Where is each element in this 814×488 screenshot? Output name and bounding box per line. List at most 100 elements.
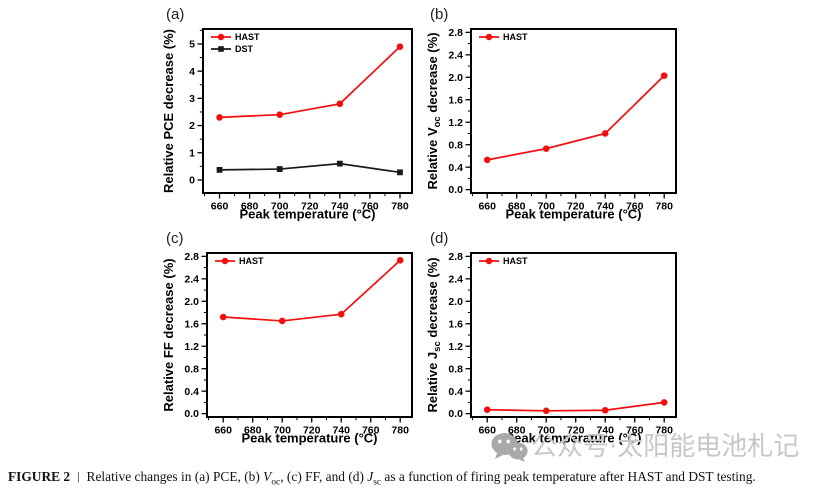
x-tick-label: 680 — [241, 201, 259, 213]
panel-label: (d) — [430, 230, 448, 247]
x-tick-label: 680 — [508, 201, 526, 213]
x-tick-label: 720 — [567, 201, 585, 213]
x-tick-label: 760 — [362, 425, 380, 437]
x-tick-label: 740 — [332, 425, 350, 437]
series-hast — [483, 399, 668, 415]
legend: HAST DST — [211, 32, 260, 54]
x-tick-label: 740 — [331, 201, 349, 213]
x-axis-title: Peak temperature (°C) — [506, 207, 642, 222]
data-point — [542, 145, 550, 152]
chart-panel-pce: (a) 660 680 700 720 740 760 780 0 1 2 3 4 5 Peak tempe… — [160, 1, 422, 227]
x-tick-label: 660 — [478, 201, 496, 213]
x-tick-label: 780 — [655, 425, 673, 437]
y-tick-label: 5 — [189, 39, 195, 51]
y-tick-label: 2.8 — [448, 251, 463, 263]
panel-label: (a) — [166, 6, 184, 23]
y-tick-label: 2 — [189, 120, 195, 132]
y-tick-label: 2.4 — [184, 273, 199, 285]
plot-frame — [206, 252, 413, 418]
x-tick-label: 720 — [303, 425, 321, 437]
series-dst — [216, 160, 403, 176]
y-tick-label: 0.8 — [184, 363, 199, 375]
x-tick-label: 720 — [567, 425, 585, 437]
plot-frame — [202, 28, 413, 194]
y-tick-label: 2.0 — [448, 72, 463, 84]
y-tick-label: 0.0 — [448, 408, 463, 420]
series-hast — [483, 72, 668, 164]
y-tick-label: 2.0 — [184, 296, 199, 308]
x-tick-label: 760 — [361, 201, 379, 213]
data-point — [219, 313, 227, 321]
y-axis-title: Relative PCE decrease (%) — [161, 29, 176, 193]
data-point — [542, 407, 550, 415]
data-point — [483, 406, 491, 413]
y-tick-label: 2.4 — [448, 273, 463, 285]
legend: HAST — [215, 256, 264, 266]
axes: 660 680 700 720 740 760 780 0 1 2 3 4 5 Peak temperat… — [161, 28, 413, 222]
y-tick-label: 1.2 — [448, 341, 463, 353]
data-point — [278, 317, 286, 325]
series-hast — [219, 257, 404, 325]
x-tick-label: 660 — [478, 425, 496, 437]
figure-caption: FIGURE 2 | Relative changes in (a) PCE, (b… — [8, 469, 808, 488]
legend-label: HAST — [239, 256, 264, 266]
data-point — [601, 130, 609, 137]
y-axis-title: Relative Voc decrease (%) — [425, 32, 443, 189]
caption-segment: as a function of firing peak temperature… — [381, 469, 756, 485]
y-tick-label: 0 — [189, 175, 195, 187]
data-point — [276, 111, 283, 118]
y-tick-label: 0.8 — [448, 363, 463, 375]
axes: 660 680 700 720 740 760 7800.00.40.81.21.62.02… — [425, 27, 677, 222]
x-tick-label: 780 — [391, 201, 409, 213]
legend: HAST — [479, 32, 528, 42]
x-tick-label: 660 — [214, 425, 232, 437]
data-point — [336, 160, 343, 167]
caption-segment: Relative changes in (a) PCE, (b) — [86, 469, 264, 485]
chart-panel-jsc: (d) 660 680 700 720 740 760 780 0.0 0.4 0.8 1.2 1.6 2… — [424, 225, 686, 451]
data-point — [660, 72, 668, 79]
x-tick-label: 700 — [537, 201, 555, 213]
y-axis-title: Relative FF decrease (%) — [161, 258, 176, 411]
ff-decrease-chart: (c) 660 680 700 720 740 760 780 0.0 0.4 0.8 1.2 1.6 2… — [161, 230, 413, 446]
y-tick-label: 1.6 — [448, 94, 463, 106]
x-tick-label: 740 — [596, 425, 614, 437]
y-tick-label: 0.0 — [448, 184, 463, 196]
data-point — [660, 399, 668, 406]
data-point — [216, 114, 223, 121]
data-point — [337, 310, 345, 318]
x-axis-title: Peak temperature (°C) — [506, 431, 642, 446]
y-tick-label: 1 — [189, 147, 195, 159]
chart-panel-voc: (b) 660 680 700 720 740 760 780 0.0 0.4 0.8 1.2 1.6 2… — [424, 1, 686, 227]
x-tick-label: 700 — [273, 425, 291, 437]
x-tick-label: 680 — [244, 425, 262, 437]
y-tick-label: 2.8 — [184, 251, 199, 263]
axes: 660 680 700 720 740 760 7800.00.40.81.21.62.02… — [161, 251, 413, 446]
x-tick-label: 720 — [301, 201, 319, 213]
x-axis-title: Peak temperature (°C) — [242, 431, 378, 446]
y-tick-label: 2.4 — [448, 49, 463, 61]
y-tick-label: 1.6 — [184, 318, 199, 330]
y-tick-label: 4 — [189, 66, 195, 78]
y-tick-label: 0.4 — [184, 386, 199, 398]
chart-panel-ff: (c) 660 680 700 720 740 760 780 0.0 0.4 0.8 1.2 1.6 2… — [160, 225, 422, 451]
panel-label: (c) — [166, 230, 184, 247]
legend-label: DST — [235, 44, 254, 54]
series-hast — [216, 43, 404, 121]
data-point — [396, 43, 404, 50]
pce-decrease-chart: (a) 660 680 700 720 740 760 780 0 1 2 3 4 5 Peak tempe… — [161, 6, 413, 222]
caption-segment: J — [367, 469, 374, 485]
x-tick-label: 780 — [391, 425, 409, 437]
y-tick-label: 0.0 — [184, 408, 199, 420]
y-tick-label: 2.8 — [448, 27, 463, 39]
panel-label: (b) — [430, 6, 448, 23]
data-point — [396, 257, 404, 264]
y-tick-label: 3 — [189, 93, 195, 105]
x-tick-label: 700 — [271, 201, 289, 213]
data-point — [601, 406, 609, 414]
x-tick-label: 700 — [537, 425, 555, 437]
y-tick-label: 2.0 — [448, 296, 463, 308]
axes: 660 680 700 720 740 760 7800.00.40.81.21.62.02… — [425, 251, 677, 446]
caption-segment: | — [77, 469, 80, 484]
data-point — [276, 166, 283, 172]
jsc-decrease-chart: (d)660 680 700 720 740 760 7800.00.40.81.21.62… — [425, 230, 677, 446]
